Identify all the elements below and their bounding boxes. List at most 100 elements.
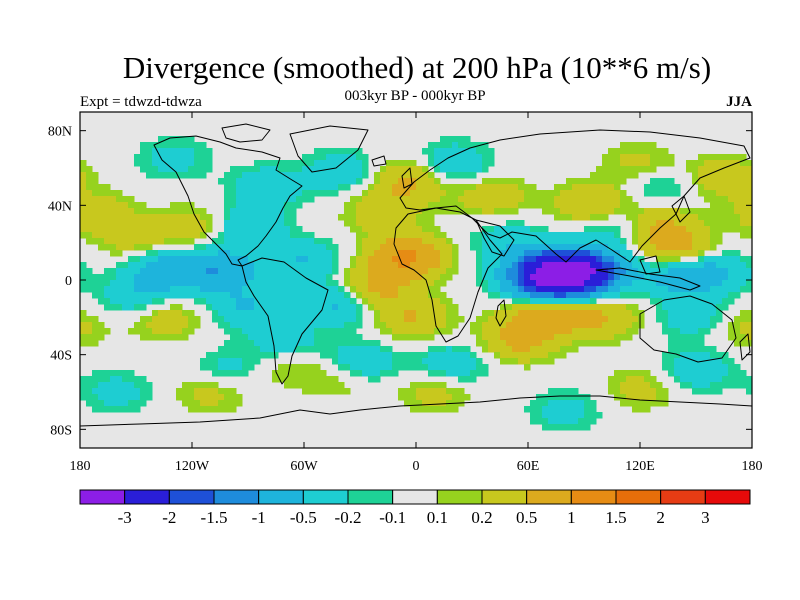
field-cell	[734, 322, 741, 329]
field-cell	[104, 232, 111, 239]
field-cell	[254, 208, 261, 215]
field-cell	[614, 244, 621, 251]
field-cell	[374, 226, 381, 233]
field-cell	[356, 358, 363, 365]
field-cell	[290, 184, 297, 191]
field-cell	[230, 394, 237, 401]
field-cell	[716, 256, 723, 263]
field-cell	[440, 406, 447, 413]
field-cell	[620, 334, 627, 341]
field-cell	[638, 376, 645, 383]
field-cell	[80, 334, 87, 341]
field-cell	[374, 172, 381, 179]
field-cell	[128, 298, 135, 305]
field-cell	[644, 154, 651, 161]
colorbar-swatch	[481, 489, 528, 505]
field-cell	[290, 274, 297, 281]
field-cell	[608, 262, 615, 269]
field-cell	[284, 208, 291, 215]
field-cell	[524, 184, 531, 191]
x-tick-label: 180	[742, 459, 763, 474]
field-cell	[86, 232, 93, 239]
field-cell	[734, 178, 741, 185]
field-cell	[536, 262, 543, 269]
field-cell	[248, 178, 255, 185]
field-cell	[236, 250, 243, 257]
field-cell	[284, 172, 291, 179]
field-cell	[152, 310, 159, 317]
field-cell	[182, 232, 189, 239]
field-cell	[368, 226, 375, 233]
field-cell	[266, 238, 273, 245]
field-cell	[446, 364, 453, 371]
colorbar-swatch	[436, 489, 483, 505]
field-cell	[284, 214, 291, 221]
field-cell	[632, 214, 639, 221]
field-cell	[344, 292, 351, 299]
field-cell	[338, 184, 345, 191]
field-cell	[740, 382, 747, 389]
field-cell	[482, 310, 489, 317]
field-cell	[734, 202, 741, 209]
field-cell	[512, 232, 519, 239]
field-cell	[374, 184, 381, 191]
field-cell	[488, 316, 495, 323]
field-cell	[668, 334, 675, 341]
field-cell	[500, 256, 507, 263]
field-cell	[272, 178, 279, 185]
field-cell	[638, 154, 645, 161]
field-cell	[650, 280, 657, 287]
field-cell	[164, 226, 171, 233]
field-cell	[326, 388, 333, 395]
field-cell	[740, 190, 747, 197]
field-cell	[716, 370, 723, 377]
field-cell	[716, 388, 723, 395]
field-cell	[140, 388, 147, 395]
field-cell	[674, 310, 681, 317]
field-cell	[446, 406, 453, 413]
field-cell	[524, 322, 531, 329]
field-cell	[668, 232, 675, 239]
field-cell	[536, 328, 543, 335]
coastline-south-america	[241, 257, 329, 385]
field-cell	[530, 292, 537, 299]
field-cell	[158, 136, 165, 143]
field-cell	[284, 322, 291, 329]
field-cell	[536, 352, 543, 359]
field-cell	[134, 256, 141, 263]
field-cell	[194, 388, 201, 395]
field-cell	[596, 340, 603, 347]
field-cell	[458, 316, 465, 323]
field-cell	[158, 232, 165, 239]
field-cell	[302, 346, 309, 353]
field-cell	[428, 400, 435, 407]
field-cell	[86, 322, 93, 329]
field-cell	[428, 190, 435, 197]
field-cell	[536, 244, 543, 251]
field-cell	[482, 148, 489, 155]
field-cell	[572, 400, 579, 407]
field-cell	[218, 268, 225, 275]
field-cell	[254, 256, 261, 263]
field-cell	[566, 340, 573, 347]
field-cell	[278, 160, 285, 167]
field-cell	[110, 244, 117, 251]
field-cell	[386, 304, 393, 311]
field-cell	[368, 268, 375, 275]
field-cell	[614, 280, 621, 287]
field-cell	[170, 160, 177, 167]
field-cell	[362, 250, 369, 257]
field-cell	[590, 334, 597, 341]
field-cell	[434, 142, 441, 149]
field-cell	[674, 184, 681, 191]
colorbar-label: -3	[118, 508, 132, 527]
field-cell	[122, 232, 129, 239]
field-cell	[650, 184, 657, 191]
field-cell	[524, 226, 531, 233]
field-cell	[272, 316, 279, 323]
field-cell	[620, 160, 627, 167]
field-cell	[98, 202, 105, 209]
field-cell	[482, 238, 489, 245]
field-cell	[728, 364, 735, 371]
field-cell	[170, 148, 177, 155]
